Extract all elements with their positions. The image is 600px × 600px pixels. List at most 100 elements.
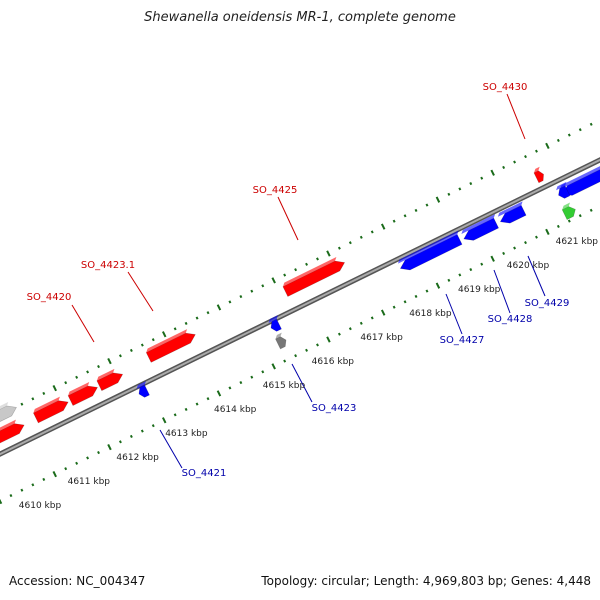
gene-so-4427-leader — [445, 293, 463, 335]
reverse-gene-SO-4423-top-face — [268, 315, 278, 324]
forward-major-tick — [162, 331, 167, 338]
reverse-minor-tick — [458, 273, 462, 277]
reverse-minor-tick — [184, 407, 188, 412]
forward-gene-2[interactable] — [32, 394, 70, 424]
reverse-minor-tick — [556, 224, 560, 229]
forward-minor-tick — [425, 203, 429, 207]
forward-minor-tick — [261, 284, 265, 288]
reverse-gene-SO-4429-top-face — [497, 201, 523, 217]
reverse-minor-tick — [294, 354, 298, 358]
scale-label-4612-kbp: 4612 kbp — [116, 453, 159, 463]
forward-minor-tick — [567, 133, 571, 137]
gene-so-4430-label[interactable]: SO_4430 — [483, 82, 528, 93]
reverse-major-tick — [216, 390, 222, 397]
other-gene[interactable] — [274, 332, 288, 350]
reverse-minor-tick — [283, 359, 287, 363]
reverse-minor-tick — [403, 300, 407, 304]
forward-gene-2-top-face — [33, 396, 60, 414]
scale-label-4610-kbp: 4610 kbp — [19, 501, 62, 511]
forward-gene-1[interactable] — [0, 417, 27, 447]
gene-so-4428-label[interactable]: SO_4428 — [488, 314, 533, 325]
reverse-minor-tick — [513, 246, 517, 250]
forward-gene-3[interactable] — [67, 380, 100, 406]
forward-gene-SO-4425[interactable] — [282, 255, 347, 297]
page-title: Shewanella oneidensis MR-1, complete gen… — [144, 10, 456, 25]
scale-label-4619-kbp: 4619 kbp — [458, 285, 501, 295]
reverse-minor-tick — [535, 235, 538, 239]
reverse-gene-SO-4427[interactable] — [397, 230, 465, 273]
gene-so-4425-leader — [277, 196, 299, 241]
gene-so-4420-leader — [71, 304, 95, 343]
pseudo-gene[interactable] — [0, 400, 19, 426]
reverse-gene-SO-4423[interactable] — [267, 315, 284, 333]
reverse-gene-SO-4427-top-face — [397, 230, 459, 264]
reverse-gene-SO-4429[interactable] — [497, 201, 529, 226]
reverse-minor-tick — [31, 483, 35, 487]
scale-label-4614-kbp: 4614 kbp — [214, 405, 257, 415]
scale-label-4618-kbp: 4618 kbp — [409, 309, 452, 319]
reverse-major-tick — [490, 255, 495, 262]
reverse-major-tick — [162, 417, 167, 424]
forward-minor-tick — [535, 149, 538, 153]
forward-minor-tick — [283, 273, 287, 277]
gene-so-4421-label[interactable]: SO_4421 — [182, 468, 227, 479]
forward-gene-SO-4420[interactable] — [145, 327, 198, 363]
forward-minor-tick — [294, 268, 298, 272]
forward-minor-tick — [118, 354, 122, 358]
gene-so-4421-leader — [159, 429, 183, 469]
gene-so-4425-label[interactable]: SO_4425 — [253, 185, 298, 196]
gene-so-4429-leader — [527, 255, 546, 297]
gene-so-4427-label[interactable]: SO_4427 — [440, 335, 485, 346]
reverse-minor-tick — [447, 278, 451, 282]
reverse-minor-tick — [206, 397, 210, 401]
forward-minor-tick — [469, 181, 473, 186]
reverse-major-tick — [52, 470, 57, 478]
forward-minor-tick — [392, 219, 396, 223]
gene-so-4430-leader — [506, 93, 526, 140]
scale-label-4620-kbp: 4620 kbp — [507, 261, 550, 271]
forward-gene-SO-4430[interactable] — [533, 166, 546, 184]
forward-minor-tick — [348, 241, 352, 245]
reverse-minor-tick — [250, 375, 254, 379]
reverse-strand-ticks — [0, 202, 600, 505]
gene-features[interactable] — [0, 163, 600, 447]
reverse-minor-tick — [64, 467, 68, 471]
reverse-minor-tick — [228, 386, 232, 390]
gene-so-4423-1-leader — [127, 271, 154, 312]
gene-so-4423-1-label[interactable]: SO_4423.1 — [81, 260, 135, 271]
forward-gene-3-top-face — [68, 381, 90, 396]
gene-so-4423-leader — [291, 363, 313, 403]
genome-backbone — [0, 157, 600, 457]
forward-major-tick — [435, 196, 441, 203]
forward-minor-tick — [370, 230, 374, 234]
forward-minor-tick — [206, 311, 210, 315]
rna-gene-top-face — [562, 202, 571, 210]
reverse-minor-tick — [589, 208, 593, 212]
reverse-major-tick — [435, 282, 441, 289]
reverse-gene-SO-4421[interactable] — [135, 381, 152, 399]
gene-so-4423-label[interactable]: SO_4423 — [312, 403, 357, 414]
reverse-gene-SO-4428[interactable] — [460, 214, 501, 244]
reverse-minor-tick — [348, 327, 352, 331]
gene-so-4429-label[interactable]: SO_4429 — [525, 298, 570, 309]
forward-minor-tick — [239, 295, 243, 299]
reverse-minor-tick — [20, 488, 24, 492]
forward-major-tick — [326, 250, 331, 257]
forward-gene-SO-4430-top-face — [533, 166, 540, 173]
rna-gene[interactable] — [561, 202, 578, 220]
kbp-scale-labels: 4610 kbp 4611 kbp 4612 kbp 4613 kbp 4614 kbp… — [19, 237, 598, 511]
reverse-gene-small[interactable] — [555, 181, 573, 200]
scale-label-4621-kbp: 4621 kbp — [556, 237, 599, 247]
forward-minor-tick — [359, 235, 363, 239]
scale-label-4611-kbp: 4611 kbp — [68, 477, 111, 487]
forward-gene-4[interactable] — [96, 367, 126, 392]
reverse-minor-tick — [118, 440, 122, 444]
forward-minor-tick — [195, 316, 199, 320]
forward-minor-tick — [75, 375, 79, 379]
forward-major-tick — [490, 169, 495, 176]
reverse-minor-tick — [173, 413, 177, 417]
gene-so-4420-label[interactable]: SO_4420 — [27, 292, 72, 303]
forward-minor-tick — [97, 364, 100, 369]
forward-gene-SO-4425-top-face — [282, 257, 337, 287]
